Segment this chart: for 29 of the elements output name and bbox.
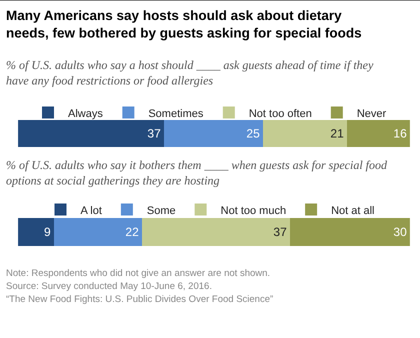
chart-subtitle: % of U.S. adults who say it bothers them ____ when guests ask for special food options at social gatherings they are hosting — [6, 158, 388, 188]
legend-label: Not too much — [220, 204, 286, 217]
bar — [263, 120, 348, 147]
data-label: 16 — [393, 126, 408, 140]
data-label: 30 — [393, 225, 408, 239]
data-label: 9 — [44, 225, 52, 239]
bar — [54, 218, 142, 246]
legend-label: Sometimes — [148, 108, 204, 120]
data-label: 37 — [273, 225, 288, 239]
data-label: 37 — [147, 126, 162, 140]
legend-label: Not at all — [331, 204, 374, 217]
chart-title: Many Americans say hosts should ask about dietary needs, few bothered by guests asking for special foods — [6, 8, 362, 41]
bar — [290, 218, 410, 246]
legend-label: A lot — [80, 204, 102, 217]
bar — [164, 120, 264, 147]
legend-label: Never — [356, 108, 387, 120]
legend-label: Not too often — [248, 108, 312, 120]
text: “The New Food Fights: U.S. Public Divides Over Food Science” — [6, 294, 274, 305]
chart-subtitle: % of U.S. adults who say a host should ____ ask guests ahead of time if they have any food restrictions or food allergies — [6, 58, 374, 88]
text: Note: Respondents who did not give an answer are not shown. — [6, 268, 270, 279]
legend-label: Some — [146, 204, 176, 217]
bar — [347, 120, 410, 147]
data-label: 21 — [330, 126, 344, 140]
bar — [142, 218, 290, 246]
source-note: Source: Survey conducted May 10-June 6, 2016. — [6, 281, 212, 292]
bar — [18, 218, 54, 246]
legend-label: Always — [68, 108, 104, 120]
data-label: 22 — [125, 225, 140, 239]
data-label: 25 — [246, 126, 260, 140]
